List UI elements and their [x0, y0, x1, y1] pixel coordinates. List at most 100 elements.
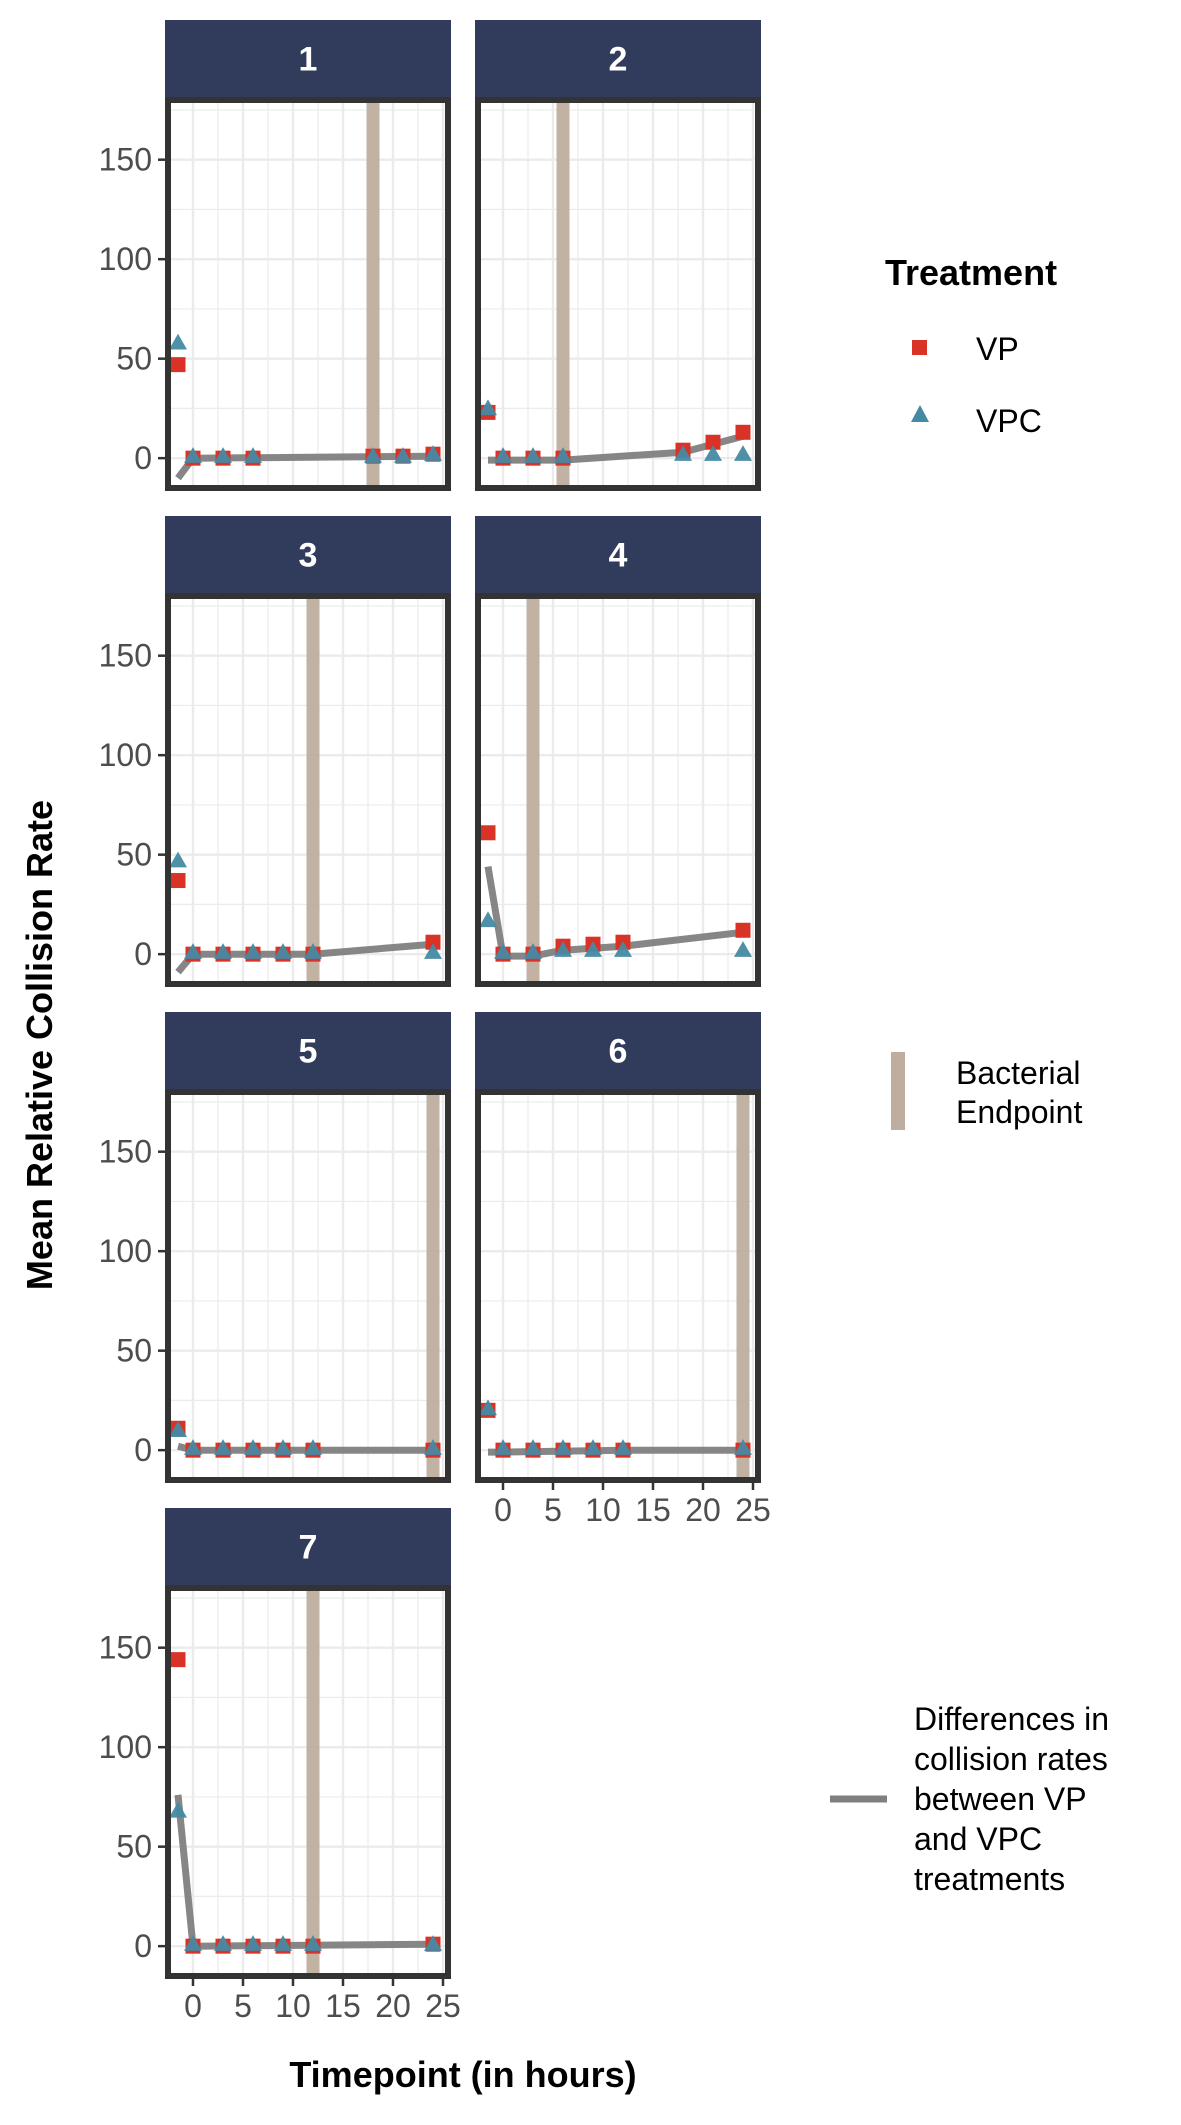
vp-point: [735, 922, 751, 938]
y-tick-label: 150: [99, 638, 152, 674]
panel-background: [168, 1092, 448, 1480]
vpc-point: [494, 447, 512, 463]
vpc-point: [479, 1399, 497, 1416]
y-tick-label: 100: [99, 737, 152, 773]
x-tick-label: 5: [544, 1492, 562, 1528]
legend-title: Treatment: [885, 252, 1057, 293]
vpc-point: [184, 1935, 202, 1951]
panel-label: 2: [609, 41, 628, 79]
bacterial-endpoint-band: [306, 596, 320, 984]
legend-difference-label: between VP: [914, 1781, 1087, 1817]
legend-endpoint-key: [891, 1052, 905, 1130]
vpc-point: [524, 1439, 542, 1455]
bacterial-endpoint-band: [556, 100, 570, 488]
legend-difference-label: and VPC: [914, 1821, 1042, 1857]
vpc-point: [424, 1935, 442, 1951]
panel-label: 6: [609, 1033, 628, 1071]
panel-border: [165, 97, 451, 491]
vpc-point: [424, 943, 442, 959]
panel-label: 1: [299, 41, 318, 79]
vpc-point: [424, 445, 442, 461]
vpc-point: [614, 941, 632, 957]
legend-endpoint-label: Endpoint: [956, 1094, 1082, 1130]
y-tick-label: 150: [99, 1630, 152, 1666]
vpc-point: [169, 333, 187, 350]
x-tick-label: 5: [234, 1988, 252, 2024]
legend-difference-label: collision rates: [914, 1741, 1108, 1777]
panel-2: 2: [475, 20, 761, 491]
y-tick-label: 50: [116, 837, 152, 873]
vpc-point: [304, 943, 322, 959]
y-tick-label: 50: [116, 1829, 152, 1865]
vp-point: [425, 934, 441, 950]
panel-strip: [475, 1012, 761, 1089]
panel-border: [165, 593, 451, 987]
y-tick-label: 50: [116, 341, 152, 377]
vpc-point: [169, 851, 187, 868]
vp-point: [705, 434, 721, 450]
vpc-point: [494, 1439, 512, 1455]
vpc-point: [554, 447, 572, 463]
vpc-point: [704, 445, 722, 461]
x-tick-label: 10: [585, 1492, 621, 1528]
vpc-point: [304, 1935, 322, 1951]
vp-point: [480, 825, 496, 841]
vpc-point: [274, 1935, 292, 1951]
y-tick-label: 0: [134, 1928, 152, 1964]
y-tick-label: 100: [99, 1729, 152, 1765]
panel-border: [165, 1585, 451, 1979]
panel-strip: [165, 516, 451, 593]
panel-4: 4: [475, 516, 761, 987]
vp-point: [170, 1652, 186, 1668]
x-tick-label: 10: [275, 1988, 311, 2024]
vpc-point: [169, 1801, 187, 1818]
vpc-point: [274, 1439, 292, 1455]
x-tick-label: 0: [494, 1492, 512, 1528]
vpc-point: [169, 1421, 187, 1438]
legend-difference-label: Differences in: [914, 1701, 1109, 1737]
vpc-point: [494, 943, 512, 959]
panel-background: [478, 1092, 758, 1480]
panel-strip: [165, 1012, 451, 1089]
vpc-point: [244, 1439, 262, 1455]
vpc-point: [214, 447, 232, 463]
panel-border: [475, 1089, 761, 1483]
vpc-point: [584, 941, 602, 957]
panel-1: 1 0 50 100 150: [99, 20, 451, 491]
panel-label: 3: [299, 537, 318, 575]
y-tick-label: 150: [99, 1134, 152, 1170]
y-tick-label: 150: [99, 142, 152, 178]
vpc-point: [184, 447, 202, 463]
panel-strip: [475, 20, 761, 97]
panel-border: [475, 593, 761, 987]
panel-strip: [475, 516, 761, 593]
y-tick-label: 100: [99, 241, 152, 277]
x-tick-label: 15: [325, 1988, 361, 2024]
vpc-point: [479, 399, 497, 416]
panel-6: 6 0 5 10 15 20 25: [475, 1012, 771, 1528]
difference-line: [484, 866, 744, 960]
y-tick-label: 0: [134, 936, 152, 972]
vpc-point: [479, 911, 497, 928]
vpc-point: [214, 943, 232, 959]
vpc-point: [614, 1439, 632, 1455]
panel-border: [165, 1089, 451, 1483]
vpc-point: [364, 447, 382, 463]
vpc-point: [524, 943, 542, 959]
bacterial-endpoint-band: [736, 1092, 750, 1480]
vpc-point: [394, 447, 412, 463]
bacterial-endpoint-band: [426, 1092, 440, 1480]
panel-background: [168, 100, 448, 488]
x-tick-label: 15: [635, 1492, 671, 1528]
vpc-point: [674, 445, 692, 461]
vpc-point: [184, 1439, 202, 1455]
vpc-point: [734, 1439, 752, 1455]
vpc-point: [244, 1935, 262, 1951]
legend-vpc-key: [911, 405, 929, 422]
x-tick-label: 20: [685, 1492, 721, 1528]
panel-border: [475, 97, 761, 491]
panel-3: 3 0 50 100 150: [99, 516, 451, 987]
panel-label: 7: [299, 1529, 318, 1567]
